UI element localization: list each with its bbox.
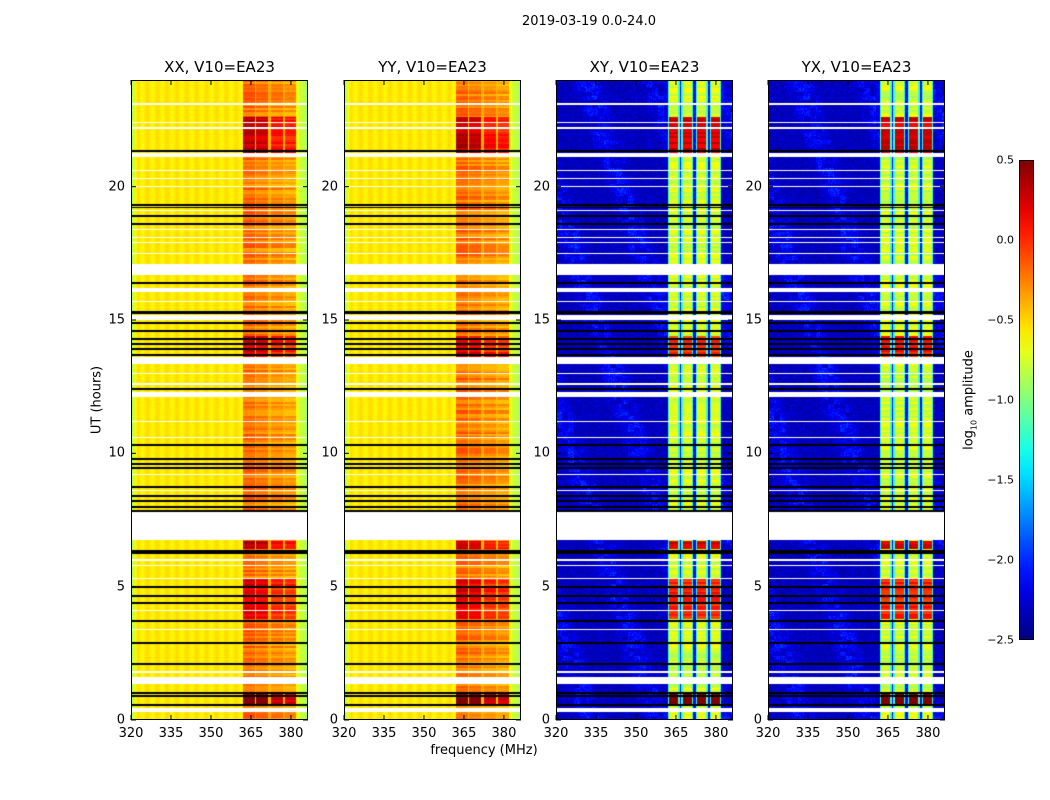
y-tick-label: 0 <box>541 712 550 728</box>
axes-border <box>768 80 945 720</box>
heatmap-yy <box>344 80 521 720</box>
x-tick-label: 350 <box>623 726 649 741</box>
x-tick-label: 320 <box>331 726 357 741</box>
axes-border <box>344 80 521 720</box>
x-tick-label: 335 <box>158 726 184 741</box>
x-tick-label: 335 <box>795 726 821 741</box>
y-tick-label: 10 <box>533 445 550 461</box>
panel-xx: XX, V10=EA23 320 335 350 365 380 0 5 10 15 20 <box>108 58 308 741</box>
y-tick-label: 20 <box>108 179 125 195</box>
y-tick-label: 20 <box>321 179 338 195</box>
x-tick-label: 350 <box>198 726 224 741</box>
y-tick-label: 10 <box>745 445 762 461</box>
y-tick-label: 5 <box>541 579 550 595</box>
x-tick-label: 380 <box>278 726 304 741</box>
colorbar-tick-label: −0.5 <box>987 313 1014 327</box>
y-axis-label: UT (hours) <box>89 365 105 435</box>
y-tick-label: 5 <box>753 579 762 595</box>
panel-yy: YY, V10=EA23 320 335 350 365 380 0 5 10 15 20 <box>321 58 521 741</box>
x-tick-label: 380 <box>491 726 517 741</box>
panel-title: YX, V10=EA23 <box>801 58 912 76</box>
colorbar-tick-label: −1.5 <box>987 473 1014 487</box>
colorbar-label-log: log <box>961 430 977 450</box>
y-tick-label: 10 <box>108 445 125 461</box>
heatmap-yx <box>768 80 945 720</box>
x-tick-label: 335 <box>583 726 609 741</box>
panel-xy: XY, V10=EA23 320 335 350 365 380 0 5 10 15 20 <box>533 58 733 741</box>
x-tick-label: 350 <box>835 726 861 741</box>
x-tick-label: 365 <box>451 726 477 741</box>
y-tick-label: 5 <box>329 579 338 595</box>
y-tick-label: 10 <box>321 445 338 461</box>
x-tick-label: 365 <box>663 726 689 741</box>
heatmap-xx <box>131 80 308 720</box>
x-tick-label: 365 <box>238 726 264 741</box>
y-tick-label: 0 <box>753 712 762 728</box>
axes-border <box>556 80 733 720</box>
axes-frame <box>767 80 945 721</box>
y-tick-label: 20 <box>745 179 762 195</box>
y-tick-label: 15 <box>533 312 550 328</box>
axes-frame <box>343 80 521 721</box>
colorbar-tick-label: −2.0 <box>987 553 1014 567</box>
panel-title: XY, V10=EA23 <box>589 58 700 76</box>
x-tick-label: 335 <box>371 726 397 741</box>
heatmap-xy <box>556 80 733 720</box>
colorbar-label-sub: 10 <box>969 419 979 431</box>
y-tick-label: 0 <box>116 712 125 728</box>
colorbar-label: log10 amplitude <box>962 350 979 450</box>
colorbar-label-rest: amplitude <box>961 350 977 420</box>
x-tick-label: 320 <box>755 726 781 741</box>
panel-title: XX, V10=EA23 <box>164 58 275 76</box>
x-tick-label: 380 <box>703 726 729 741</box>
x-tick-label: 320 <box>543 726 569 741</box>
colorbar <box>1019 160 1034 640</box>
panel-yx: YX, V10=EA23 320 335 350 365 380 0 5 10 15 20 <box>745 58 945 741</box>
axes-frame <box>555 80 733 721</box>
colorbar-tick-label: −1.0 <box>987 393 1014 407</box>
y-tick-label: 20 <box>533 179 550 195</box>
figure-title: 2019-03-19 0.0-24.0 <box>522 14 656 29</box>
y-tick-label: 5 <box>116 579 125 595</box>
y-tick-label: 15 <box>108 312 125 328</box>
x-tick-label: 365 <box>875 726 901 741</box>
x-axis-label: frequency (MHz) <box>430 743 538 758</box>
colorbar-tick-label: −2.5 <box>987 633 1014 647</box>
panel-title: YY, V10=EA23 <box>378 58 487 76</box>
axes-frame <box>130 80 308 721</box>
y-tick-label: 15 <box>745 312 762 328</box>
x-tick-label: 320 <box>118 726 144 741</box>
colorbar-tick-label: 0.0 <box>996 233 1015 247</box>
y-tick-label: 15 <box>321 312 338 328</box>
axes-border <box>131 80 308 720</box>
x-tick-label: 380 <box>915 726 941 741</box>
x-tick-label: 350 <box>411 726 437 741</box>
colorbar-tick-label: 0.5 <box>996 153 1015 167</box>
y-tick-label: 0 <box>329 712 338 728</box>
